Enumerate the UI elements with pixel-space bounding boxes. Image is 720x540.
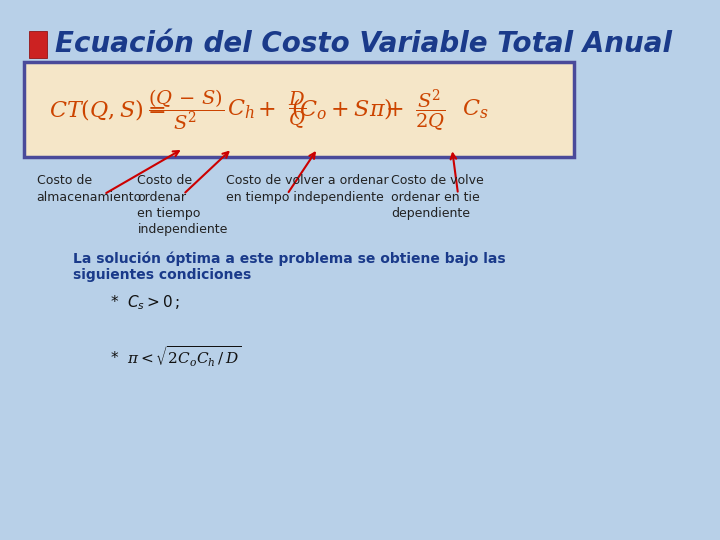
Text: $\dfrac{S^2}{2Q}$: $\dfrac{S^2}{2Q}$ [415,86,446,133]
Text: en tiempo: en tiempo [138,207,201,220]
Text: La solución óptima a este problema se obtiene bajo las: La solución óptima a este problema se ob… [73,252,506,266]
Text: $C_s$: $C_s$ [462,98,488,122]
Text: *  $C_s > 0\,;$: * $C_s > 0\,;$ [110,293,180,312]
Text: $+$: $+$ [256,99,275,120]
Text: ordenar en tie: ordenar en tie [391,191,480,204]
Text: $CT(Q,S) =$: $CT(Q,S) =$ [49,97,166,122]
Text: $\dfrac{D}{Q}$: $\dfrac{D}{Q}$ [288,89,307,130]
Text: Costo de volve: Costo de volve [391,174,484,187]
Text: Costo de: Costo de [138,174,192,187]
Text: $(C_o + S\pi)$: $(C_o + S\pi)$ [291,97,393,122]
Text: almacenamiento: almacenamiento [37,191,142,204]
FancyBboxPatch shape [24,62,574,157]
Text: Costo de volver a ordenar: Costo de volver a ordenar [226,174,389,187]
Text: Costo de: Costo de [37,174,91,187]
Text: dependiente: dependiente [391,207,470,220]
Text: siguientes condiciones: siguientes condiciones [73,268,251,282]
Text: $C_h$: $C_h$ [228,98,255,122]
Text: $\dfrac{(Q\,-\,S)}{S^2}$: $\dfrac{(Q\,-\,S)}{S^2}$ [148,87,225,132]
Text: independiente: independiente [138,223,228,236]
Text: *  $\pi < \sqrt{2C_oC_h\,/\,D}$: * $\pi < \sqrt{2C_oC_h\,/\,D}$ [110,344,241,369]
Text: $+$: $+$ [384,99,403,120]
Text: en tiempo independiente: en tiempo independiente [226,191,384,204]
FancyBboxPatch shape [30,31,47,58]
Text: ordenar: ordenar [138,191,186,204]
Text: Ecuación del Costo Variable Total Anual: Ecuación del Costo Variable Total Anual [55,30,672,58]
